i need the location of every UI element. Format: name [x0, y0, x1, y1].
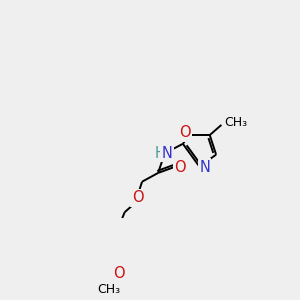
Text: O: O [179, 125, 191, 140]
Text: N: N [199, 160, 210, 175]
Text: CH₃: CH₃ [97, 283, 120, 296]
Text: O: O [113, 266, 124, 281]
Text: N: N [161, 146, 172, 161]
Text: H: H [155, 146, 166, 161]
Text: O: O [174, 160, 186, 175]
Text: O: O [132, 190, 144, 205]
Text: CH₃: CH₃ [224, 116, 248, 129]
